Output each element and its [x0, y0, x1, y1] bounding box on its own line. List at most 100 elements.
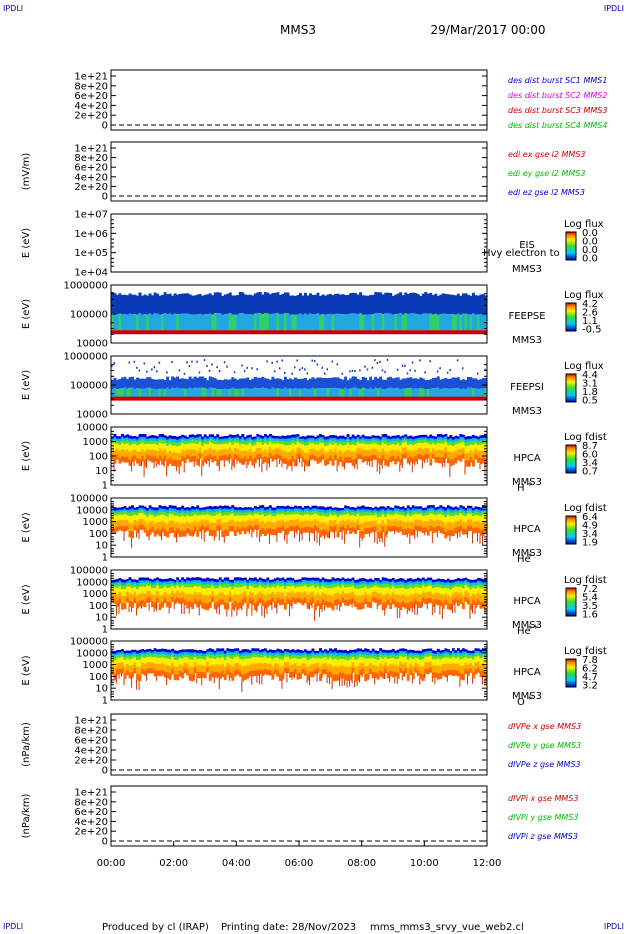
colorbar-title: Log flux: [564, 361, 604, 372]
y-tick-label: 10000: [76, 410, 108, 421]
colorbar-tick: 4.9: [582, 521, 598, 532]
colorbar-tick: 0.0: [582, 237, 598, 248]
colorbar-tick: 8.7: [582, 441, 598, 452]
panel-frame-3: [110, 213, 488, 273]
species-label: He: [517, 626, 531, 637]
instrument-label: FEEPSI: [510, 382, 544, 393]
colorbar-tick: 6.2: [582, 664, 598, 675]
y-tick-label: 4e+20: [74, 817, 108, 828]
colorbar-tick: 4.2: [582, 299, 598, 310]
legend-entry: dIVPi x gse MMS3: [508, 794, 578, 803]
y-tick-label: 10000: [76, 577, 108, 588]
instrument-label: EIS: [519, 240, 535, 251]
colorbar-title: Log fdist: [564, 646, 607, 657]
panel-frame-10: [110, 713, 488, 776]
y-tick-label: 10: [95, 466, 108, 477]
y-tick-label: 10: [95, 684, 108, 695]
y-tick-label: 6e+20: [74, 91, 108, 102]
y-tick-label: 1000000: [63, 352, 108, 363]
legend-entry: dIVPe x gse MMS3: [508, 722, 581, 731]
colorbar-tick: 2.6: [582, 308, 598, 319]
spacecraft-label: MMS3: [512, 406, 542, 417]
x-tick-label: 02:00: [159, 858, 188, 869]
footer-credit: Produced by cl (IRAP): [102, 922, 209, 933]
instrument-label: HPCA: [513, 524, 541, 535]
panel-5: 1000000 100000 10000 E (eV) FEEPSI MMS3 Log fl…: [21, 352, 604, 421]
y-tick-label: 1e+07: [74, 210, 108, 221]
y-tick-label: 8e+20: [74, 726, 108, 737]
legend-entry: edi ey gse l2 MMS3: [508, 169, 586, 178]
x-tick-label: 10:00: [410, 858, 439, 869]
y-axis-label: (nPa/km): [21, 794, 32, 839]
y-tick-label: 1000: [83, 660, 108, 671]
y-tick-label: 100000: [70, 381, 108, 392]
legend-entry: dIVPe y gse MMS3: [508, 741, 581, 750]
colorbar-tick: 0.0: [582, 254, 598, 265]
y-axis-label: E (eV): [21, 512, 32, 542]
y-tick-label: 1e+21: [74, 716, 108, 727]
legend-entry: dIVPi y gse MMS3: [508, 813, 578, 822]
spacecraft-label: MMS3: [512, 548, 542, 559]
colorbar: [565, 658, 577, 688]
colorbar-title: Log fdist: [564, 503, 607, 514]
y-tick-label: 100: [89, 601, 108, 612]
instrument-label: HPCA: [513, 453, 541, 464]
y-tick-label: 2e+20: [74, 182, 108, 193]
y-tick-label: 10: [95, 541, 108, 552]
y-tick-label: 0: [102, 766, 108, 777]
y-tick-label: 1: [102, 553, 108, 564]
y-tick-label: 1: [102, 625, 108, 636]
legend-entry: des dist burst SC2 MMS2: [508, 91, 607, 100]
y-tick-label: 1000: [83, 517, 108, 528]
y-axis-label: E (eV): [21, 584, 32, 614]
colorbar-tick: 0.7: [582, 467, 598, 478]
y-tick-label: 1: [102, 696, 108, 707]
colorbar-tick: 0.0: [582, 228, 598, 239]
y-tick-label: 10000: [76, 423, 108, 434]
y-tick-label: 4e+20: [74, 101, 108, 112]
y-tick-label: 100000: [70, 310, 108, 321]
y-tick-label: 8e+20: [74, 153, 108, 164]
colorbar: [565, 373, 577, 403]
y-axis-label: E (eV): [21, 299, 32, 329]
spectrogram-4: [111, 291, 488, 335]
date-title: 29/Mar/2017 00:00: [431, 23, 546, 37]
spacecraft-label: MMS3: [512, 335, 542, 346]
y-axis-label: (mV/m): [21, 153, 32, 191]
y-tick-label: 10000: [76, 505, 108, 516]
y-tick-label: 1000000: [63, 281, 108, 292]
y-axis-label: E (eV): [21, 370, 32, 400]
legend-entry: edi ez gse l2 MMS3: [508, 188, 585, 197]
colorbar-title: Log flux: [564, 219, 604, 230]
x-tick-label: 08:00: [347, 858, 376, 869]
x-tick-label: 06:00: [285, 858, 314, 869]
y-tick-label: 2e+20: [74, 111, 108, 122]
colorbar: [565, 587, 577, 617]
instrument-label: HPCA: [513, 667, 541, 678]
panel-3: 1e+07 1e+06 1e+05 1e+04 E (eV) EIS MMS3 Hvy ele…: [21, 210, 604, 279]
colorbar-tick: 3.4: [582, 458, 598, 469]
colorbar-tick: 7.8: [582, 655, 598, 666]
y-tick-label: 100000: [70, 566, 108, 577]
spacecraft-label: MMS3: [512, 620, 542, 631]
spacecraft-label: MMS3: [512, 477, 542, 488]
colorbar-tick: 1.1: [582, 316, 598, 327]
colorbar-tick: 3.1: [582, 379, 598, 390]
colorbar-title: Log fdist: [564, 575, 607, 586]
spectrogram-9: [111, 648, 488, 692]
y-tick-label: 6e+20: [74, 163, 108, 174]
colorbar-tick: 1.6: [582, 610, 598, 621]
colorbar-tick: 6.0: [582, 450, 598, 461]
y-tick-label: 1e+04: [74, 268, 108, 279]
panel-frame-11: [110, 785, 488, 847]
colorbar-title: Log flux: [564, 290, 604, 301]
y-tick-label: 10000: [76, 339, 108, 350]
y-axis-label: E (eV): [21, 228, 32, 258]
y-tick-label: 1: [102, 481, 108, 492]
colorbar-tick: 4.4: [582, 370, 598, 381]
x-tick-label: 04:00: [222, 858, 251, 869]
